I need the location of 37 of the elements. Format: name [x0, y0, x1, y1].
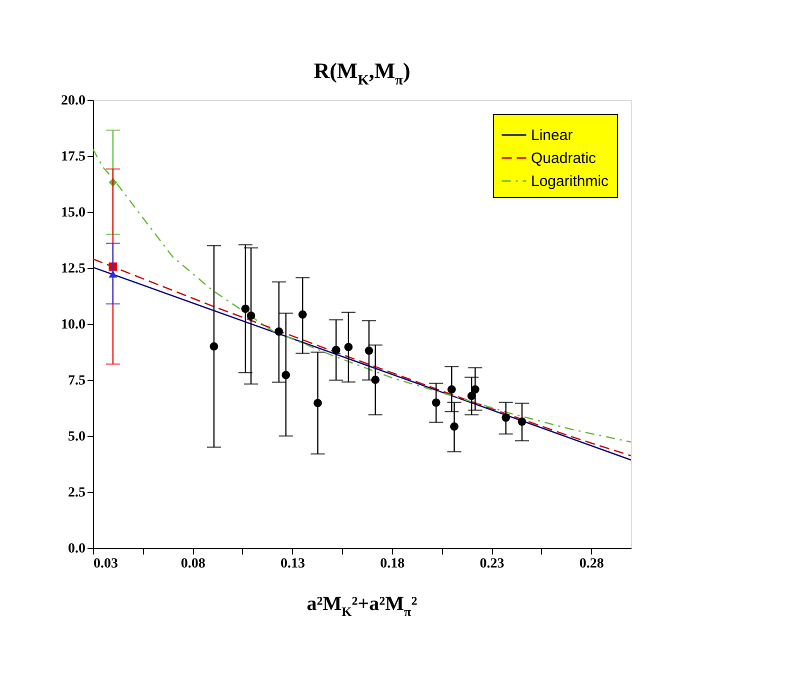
- line-series: [93, 148, 631, 443]
- x-tick-label: 0.23: [480, 556, 504, 572]
- point: [210, 342, 218, 351]
- y-tick-label: 5.0: [68, 430, 86, 444]
- legend-label: Quadratic: [531, 150, 597, 167]
- point: [364, 346, 374, 355]
- y-tick-label: 12.5: [61, 262, 86, 276]
- legend-label: Logarithmic: [531, 173, 610, 190]
- y-tick-label: 20.0: [61, 94, 86, 108]
- y-tick-label: 2.5: [68, 486, 86, 500]
- point: [241, 304, 250, 313]
- y-tick-label: 7.5: [68, 374, 86, 388]
- point: [274, 327, 284, 336]
- point: [314, 398, 322, 408]
- point: [467, 392, 476, 400]
- point: [332, 346, 340, 354]
- y-tick-label: 17.5: [61, 150, 86, 164]
- x-tick-label: 0.03: [94, 556, 118, 572]
- point: [450, 422, 458, 431]
- point: [518, 417, 526, 426]
- point: [371, 376, 380, 384]
- point: [246, 312, 256, 320]
- point: [108, 270, 118, 278]
- point: [282, 370, 290, 380]
- point: [432, 398, 440, 407]
- point: [502, 413, 510, 422]
- point: [298, 310, 307, 319]
- y-tick-label: 10.0: [61, 318, 86, 332]
- x-tick-label: 0.18: [380, 556, 405, 572]
- point: [447, 385, 456, 394]
- x-tick-label: 0.08: [180, 556, 206, 572]
- legend-label: Linear: [531, 127, 573, 144]
- x-tick-label: 0.28: [579, 556, 604, 572]
- point: [344, 342, 353, 352]
- y-tick-label: 0.0: [68, 542, 86, 556]
- x-tick-label: 0.13: [280, 556, 306, 572]
- y-tick-label: 15.0: [61, 206, 86, 220]
